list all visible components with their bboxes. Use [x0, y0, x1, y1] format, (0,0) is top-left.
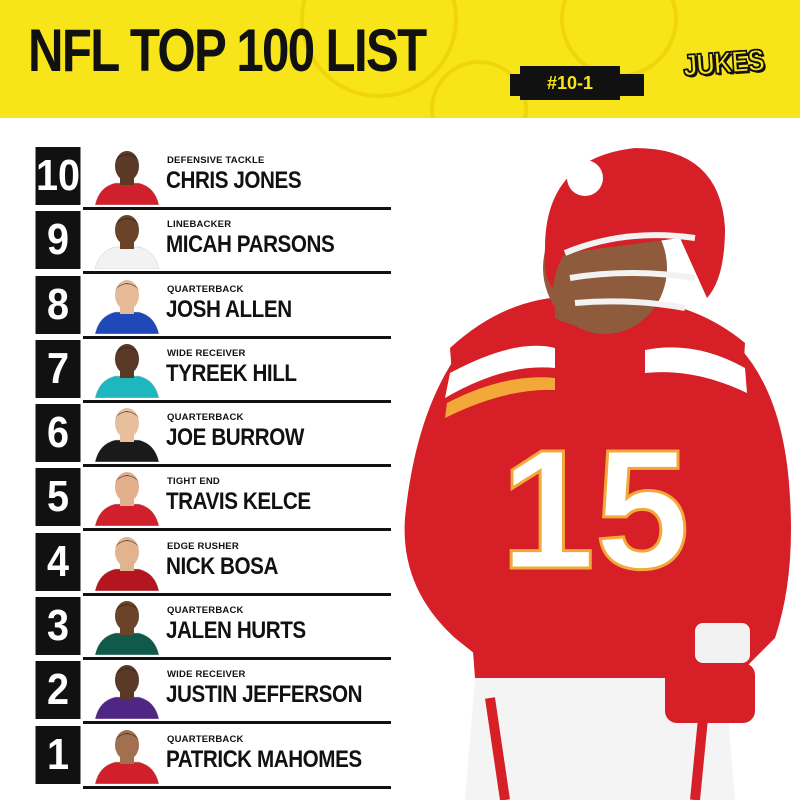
player-name: JOE BURROW — [166, 424, 304, 452]
player-position: TIGHT END — [167, 476, 220, 488]
player-row: 6 QUARTERBACK JOE BURROW — [33, 404, 391, 468]
player-name: JUSTIN JEFFERSON — [166, 681, 363, 709]
player-row: 2 WIDE RECEIVER JUSTIN JEFFERSON — [33, 661, 391, 725]
player-name: JOSH ALLEN — [166, 295, 292, 323]
player-avatar — [91, 661, 163, 720]
player-name: JALEN HURTS — [166, 617, 306, 645]
player-row: 9 LINEBACKER MICAH PARSONS — [33, 211, 391, 275]
row-divider — [83, 464, 391, 468]
player-photo-icon — [91, 725, 163, 784]
header-banner: NFL TOP 100 LIST #10-1 JUKES — [0, 0, 800, 118]
rank-number: 8 — [35, 275, 81, 334]
player-name: PATRICK MAHOMES — [166, 745, 362, 773]
player-name: NICK BOSA — [166, 552, 278, 580]
player-position: WIDE RECEIVER — [167, 669, 246, 681]
row-divider — [83, 271, 391, 275]
rank-number: 4 — [35, 532, 81, 591]
player-row: 7 WIDE RECEIVER TYREEK HILL — [33, 339, 391, 403]
hero-player-illustration: 15 — [404, 148, 791, 801]
jukes-logo-text: JUKES — [682, 44, 766, 84]
player-row: 3 QUARTERBACK JALEN HURTS — [33, 597, 391, 661]
rank-number: 10 — [35, 147, 81, 205]
player-name: TYREEK HILL — [166, 359, 297, 387]
row-divider — [83, 335, 391, 339]
player-photo-icon — [91, 661, 163, 720]
hero-player-image: 15 — [395, 118, 800, 801]
player-photo-icon — [91, 404, 163, 463]
row-divider — [83, 399, 391, 403]
player-name: TRAVIS KELCE — [166, 488, 311, 516]
ranking-list: 10 DEFENSIVE TACKLE CHRIS JONES 9 LINE — [33, 147, 391, 790]
player-row: 4 EDGE RUSHER NICK BOSA — [33, 532, 391, 596]
row-divider — [83, 207, 391, 210]
row-divider — [83, 657, 391, 661]
rank-number: 9 — [35, 211, 81, 270]
player-position: EDGE RUSHER — [167, 540, 239, 552]
player-avatar — [91, 147, 163, 205]
row-divider — [83, 528, 391, 532]
rank-number: 3 — [35, 597, 81, 656]
player-name: CHRIS JONES — [166, 167, 302, 194]
page-title: NFL TOP 100 LIST — [28, 17, 427, 84]
rank-number: 7 — [35, 339, 81, 398]
player-position: QUARTERBACK — [167, 733, 244, 745]
player-photo-icon — [91, 147, 163, 205]
hero-jersey-number: 15 — [500, 415, 689, 605]
player-row: 8 QUARTERBACK JOSH ALLEN — [33, 275, 391, 339]
rank-number: 5 — [35, 468, 81, 527]
player-photo-icon — [91, 275, 163, 334]
player-avatar — [91, 597, 163, 656]
player-avatar — [91, 339, 163, 398]
player-photo-icon — [91, 532, 163, 591]
player-avatar — [91, 211, 163, 270]
player-position: LINEBACKER — [167, 219, 232, 231]
player-photo-icon — [91, 339, 163, 398]
row-divider — [83, 592, 391, 596]
player-avatar — [91, 468, 163, 527]
player-position: DEFENSIVE TACKLE — [167, 155, 265, 166]
player-photo-icon — [91, 468, 163, 527]
rank-number: 2 — [35, 661, 81, 720]
player-position: QUARTERBACK — [167, 283, 244, 295]
player-row: 1 QUARTERBACK PATRICK MAHOMES — [33, 725, 391, 789]
player-position: WIDE RECEIVER — [167, 347, 246, 359]
player-row: 5 TIGHT END TRAVIS KELCE — [33, 468, 391, 532]
player-photo-icon — [91, 597, 163, 656]
player-position: QUARTERBACK — [167, 605, 244, 617]
player-position: QUARTERBACK — [167, 412, 244, 424]
player-name: MICAH PARSONS — [166, 231, 335, 259]
row-divider — [83, 785, 391, 789]
player-avatar — [91, 275, 163, 334]
rank-number: 6 — [35, 404, 81, 463]
range-badge: #10-1 — [520, 66, 620, 100]
player-avatar — [91, 532, 163, 591]
player-avatar — [91, 404, 163, 463]
jukes-logo: JUKES — [682, 38, 766, 90]
player-avatar — [91, 725, 163, 784]
player-photo-icon — [91, 211, 163, 270]
rank-number: 1 — [35, 725, 81, 784]
row-divider — [83, 721, 391, 725]
player-row: 10 DEFENSIVE TACKLE CHRIS JONES — [33, 147, 391, 210]
